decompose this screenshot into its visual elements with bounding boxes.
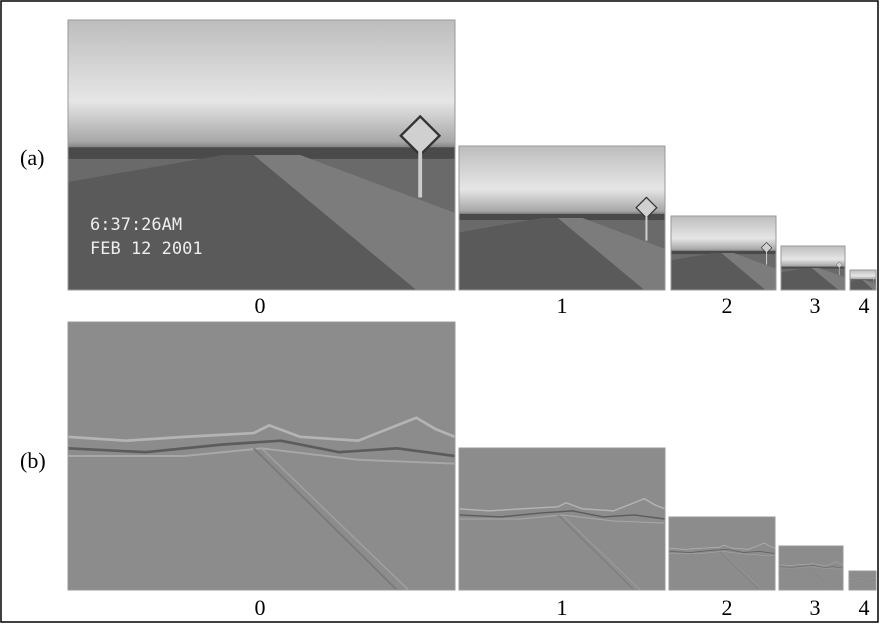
- level-label: 1: [557, 293, 568, 318]
- level-label: 0: [255, 595, 266, 620]
- level-label: 4: [859, 595, 870, 620]
- row-label: (a): [20, 145, 44, 170]
- timestamp: 6:37:26AM: [90, 215, 182, 235]
- pyramid-image: [459, 448, 665, 590]
- row-label: (b): [20, 448, 46, 473]
- level-label: 4: [859, 293, 870, 318]
- level-label: 2: [722, 293, 733, 318]
- level-label: 3: [810, 595, 821, 620]
- pyramid-image: [459, 146, 665, 290]
- pyramid-image: [68, 322, 455, 590]
- level-label: 3: [810, 293, 821, 318]
- pyramid-image: [671, 216, 776, 290]
- images: [68, 20, 876, 590]
- figure: (a) (b) 6:37:26AM FEB 12 2001 0 1 2 3 4 0 1 2 3 4: [0, 0, 880, 624]
- pyramid-image: [669, 517, 775, 590]
- level-label: 2: [722, 595, 733, 620]
- pyramid-image: [849, 571, 876, 590]
- pyramid-image: [779, 546, 843, 590]
- pyramid-image: [781, 246, 845, 290]
- level-label: 0: [255, 293, 266, 318]
- level-label: 1: [557, 595, 568, 620]
- pyramid-image: [850, 270, 876, 290]
- timestamp: FEB 12 2001: [90, 239, 203, 259]
